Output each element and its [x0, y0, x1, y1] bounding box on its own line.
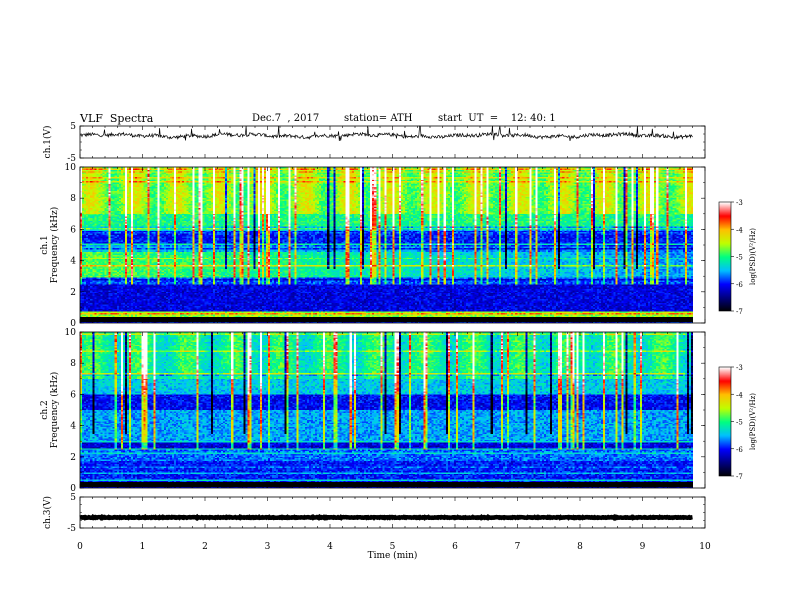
ch2-spectrogram-colorbar-tick-label: -5 [736, 419, 743, 427]
ch1-waveform-frame [79, 125, 706, 159]
ch3-waveform-ytick-label: 5 [70, 493, 76, 503]
ch1-spectrogram-colorbar-tick-label: -6 [736, 281, 743, 289]
x-tick-label: 2 [202, 542, 208, 552]
ch1-spectrogram-ytick-label: 2 [70, 288, 76, 298]
ch2-spectrogram-colorbar-tick-label: -4 [736, 391, 743, 399]
ch2-spectrogram-ytick-label: 6 [70, 390, 76, 400]
ch2-spectrogram-ytick-label: 2 [70, 453, 76, 463]
ch1-spectrogram-colorbar-tick-label: -5 [736, 254, 743, 262]
ch2-spectrogram-ytick-label: 4 [70, 422, 76, 432]
ch2-spectrogram-colorbar-tick-label: -6 [736, 446, 743, 454]
x-tick-label: 8 [577, 542, 583, 552]
ch1-spectrogram-ytick-label: 6 [70, 225, 76, 235]
ch2-spectrogram-ytick-label: 8 [70, 359, 76, 369]
ch1-spectrogram-colorbar-tick-label: -4 [736, 226, 743, 234]
ch2-spectrogram-ytick-label: 10 [65, 328, 77, 338]
x-tick-label: 4 [327, 542, 333, 552]
x-tick-label: 3 [265, 542, 271, 552]
x-tick-label: 7 [515, 542, 521, 552]
ch1-spectrogram-colorbar-tick-label: -7 [736, 308, 743, 316]
ch2-spectrogram-colorbar [719, 367, 731, 476]
ch3-waveform-ytick-label: -5 [67, 524, 76, 534]
ch3-waveform-ylabel: ch.3(V) [42, 496, 53, 529]
start-ut-label: start UT = 12: 40: 1 [438, 113, 556, 124]
ch3-waveform-frame [79, 496, 706, 529]
ch3-waveform-trace [79, 513, 693, 522]
ch2-spectrogram-image [80, 332, 693, 488]
ch1-waveform-trace [79, 125, 693, 142]
date-label: Dec.7 , 2017 [252, 113, 320, 124]
x-tick-label: 1 [140, 542, 146, 552]
ch1-spectrogram-ytick-label: 4 [70, 257, 76, 267]
ch2-spectrogram-low-band [80, 482, 693, 487]
plot-title: VLF Spectra [80, 112, 154, 125]
panels-layer [79, 125, 734, 529]
x-tick-label: 6 [452, 542, 458, 552]
ch1-spectrogram-ytick-label: 8 [70, 194, 76, 204]
ch2-spectrogram-colorbar-tick-label: -7 [736, 473, 743, 481]
ch2-spectrogram-ylabel: ch.2Frequency (kHz) [40, 372, 60, 449]
ch1-spectrogram-ytick-label: 10 [65, 163, 77, 173]
ch2-spectrogram-colorbar-tick-label: -3 [736, 364, 743, 372]
station-label: station= ATH [344, 113, 413, 124]
ch1-spectrogram-low-band [80, 317, 693, 322]
x-tick-label: 9 [640, 542, 646, 552]
ch1-spectrogram-colorbar [719, 202, 731, 311]
x-tick-label: 5 [390, 542, 396, 552]
ch1-spectrogram-colorbar-label: log(PSD)(V²/Hz) [749, 228, 757, 285]
x-tick-label: 0 [77, 542, 83, 552]
ch1-spectrogram-ytick-label: 0 [70, 319, 76, 329]
ch1-waveform-ytick-label: -5 [67, 154, 76, 164]
x-axis-label: Time (min) [368, 550, 418, 561]
ch1-spectrogram-colorbar-tick-label: -3 [736, 199, 743, 207]
ch1-waveform-ytick-label: 5 [70, 122, 76, 132]
ch2-spectrogram-ytick-label: 0 [70, 484, 76, 494]
ch1-spectrogram-ylabel: ch.1Frequency (kHz) [40, 207, 60, 284]
ch1-waveform-ylabel: ch.1(V) [42, 126, 53, 159]
x-tick-label: 10 [699, 542, 711, 552]
ch1-spectrogram-image [80, 167, 693, 323]
ch2-spectrogram-colorbar-label: log(PSD)(V²/Hz) [749, 393, 757, 450]
